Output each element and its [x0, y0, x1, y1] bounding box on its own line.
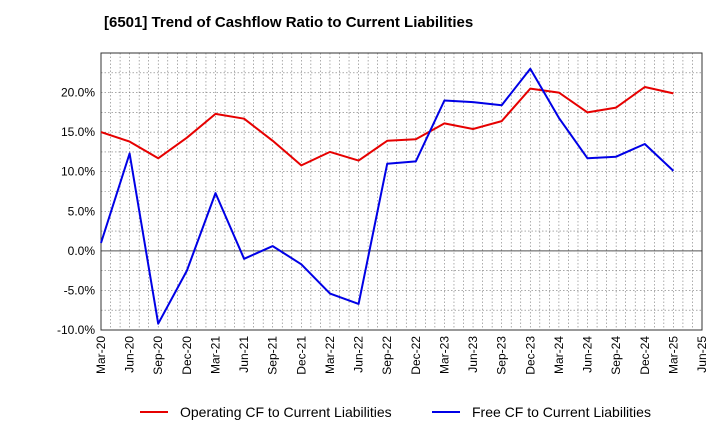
legend-item-operating-cf: Operating CF to Current Liabilities: [140, 404, 392, 420]
y-tick-label: 10.0%: [61, 165, 95, 179]
x-tick-label: Jun-23: [466, 336, 480, 373]
y-tick-label: -5.0%: [64, 283, 96, 297]
y-tick-label: 5.0%: [68, 204, 96, 218]
x-tick-label: Jun-25: [695, 336, 709, 373]
x-tick-label: Dec-20: [180, 336, 194, 375]
x-tick-label: Jun-22: [352, 336, 366, 373]
y-tick-label: 0.0%: [68, 244, 96, 258]
x-tick-label: Mar-20: [94, 336, 108, 374]
y-tick-label: 15.0%: [61, 125, 95, 139]
x-tick-label: Mar-22: [323, 336, 337, 374]
legend-swatch-free-cf: [432, 411, 460, 413]
x-tick-label: Dec-22: [409, 336, 423, 375]
operating-cf-line: [100, 86, 674, 167]
legend-label-operating-cf: Operating CF to Current Liabilities: [180, 404, 392, 420]
free-cf-line: [100, 67, 675, 325]
x-tick-label: Mar-21: [208, 336, 222, 374]
plot-area: [101, 53, 702, 330]
legend-item-free-cf: Free CF to Current Liabilities: [432, 404, 651, 420]
x-tick-label: Mar-24: [552, 336, 566, 374]
x-tick-label: Sep-21: [266, 336, 280, 375]
chart-title: [6501] Trend of Cashflow Ratio to Curren…: [104, 14, 474, 31]
x-tick-label: Jun-24: [581, 336, 595, 373]
y-tick-label: 20.0%: [61, 86, 95, 100]
legend-swatch-operating-cf: [140, 411, 168, 413]
x-tick-label: Mar-23: [437, 336, 451, 374]
legend-label-free-cf: Free CF to Current Liabilities: [472, 404, 651, 420]
x-tick-label: Sep-23: [495, 336, 509, 375]
x-tick-label: Sep-24: [609, 336, 623, 375]
x-tick-label: Jun-21: [237, 336, 251, 373]
x-tick-label: Dec-24: [638, 336, 652, 375]
y-tick-label: -10.0%: [57, 323, 95, 337]
x-tick-label: Sep-22: [380, 336, 394, 375]
x-tick-label: Jun-20: [123, 336, 137, 373]
x-tick-label: Mar-25: [666, 336, 680, 374]
x-tick-label: Sep-20: [151, 336, 165, 375]
x-tick-label: Dec-21: [294, 336, 308, 375]
x-tick-label: Dec-23: [523, 336, 537, 375]
plot-border: [100, 52, 703, 331]
